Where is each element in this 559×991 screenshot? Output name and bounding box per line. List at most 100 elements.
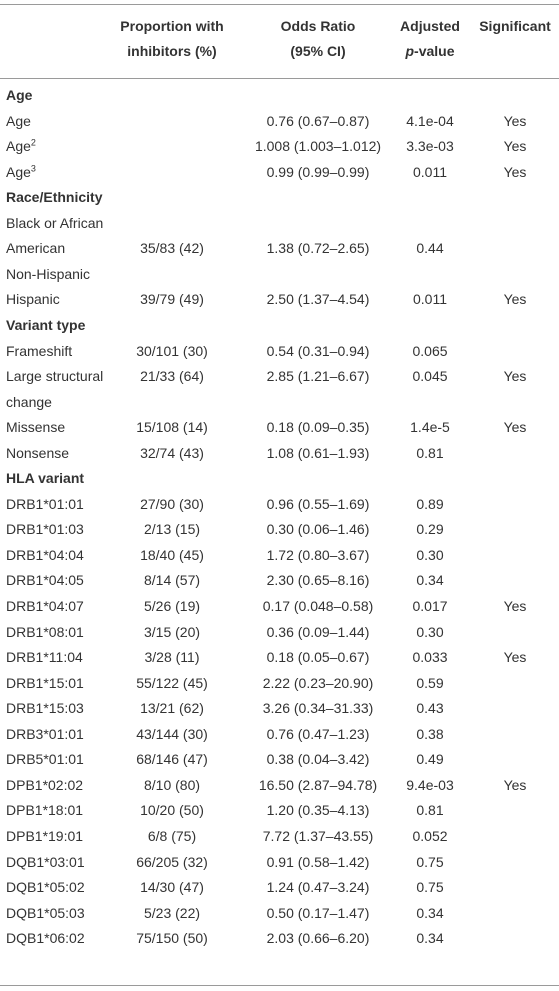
- superscript: 2: [30, 137, 36, 148]
- cell-prop: 18/40 (45): [140, 546, 204, 563]
- header-line: Proportion with: [97, 14, 247, 39]
- cell-p: 1.4e-5: [410, 419, 450, 436]
- cell-sig: Yes: [503, 649, 527, 666]
- label-text: DRB1*04:07: [6, 598, 84, 614]
- row-label: DRB3*01:01: [6, 725, 84, 743]
- header-text: Proportion with: [120, 18, 224, 34]
- cell-p: 0.30: [416, 546, 444, 563]
- cell-p: 0.011: [413, 291, 447, 308]
- cell-p: 0.017: [412, 598, 448, 614]
- row-label: DRB1*15:03: [6, 699, 84, 717]
- label-text: DRB1*01:01: [6, 495, 84, 512]
- cell-prop: 15/108 (14): [136, 419, 208, 436]
- header-text: (95% CI): [290, 43, 346, 59]
- label-text: DQB1*05:02: [6, 879, 85, 896]
- row-label: DPB1*02:02: [6, 776, 83, 794]
- cell-or: 0.50 (0.17–1.47): [266, 904, 370, 921]
- cell-or: 2.85 (1.21–6.67): [266, 368, 370, 385]
- cell-p: 0.81: [416, 802, 444, 819]
- label-text: DRB1*11:04: [6, 649, 83, 666]
- row-label: change: [6, 393, 52, 411]
- cell-sig: Yes: [503, 598, 527, 614]
- cell-p: 0.011: [413, 163, 447, 180]
- header-text: Significant: [479, 18, 551, 34]
- cell-prop: 8/10 (80): [143, 776, 201, 793]
- label-text: DRB1*08:01: [6, 623, 84, 640]
- cell-prop: 55/122 (45): [136, 674, 208, 691]
- cell-p: 0.43: [416, 700, 444, 717]
- cell-p: 0.44: [416, 240, 444, 257]
- cell-or: 0.30 (0.06–1.46): [266, 521, 370, 538]
- cell-prop: 13/21 (62): [140, 700, 204, 717]
- cell-prop: 27/90 (30): [140, 495, 204, 512]
- row-label: Black or African: [6, 214, 103, 232]
- row-label: Hispanic: [6, 290, 60, 308]
- section-header: HLA variant: [6, 470, 85, 487]
- row-label: Nonsense: [6, 444, 69, 462]
- cell-prop: 6/8 (75): [147, 827, 197, 844]
- row-label: DQB1*06:02: [6, 929, 85, 947]
- label-text: Black or African: [6, 214, 104, 231]
- cell-p: 0.38: [416, 725, 444, 742]
- header-text: Adjusted: [400, 18, 460, 34]
- cell-or: 1.72 (0.80–3.67): [266, 546, 370, 563]
- label-text: American: [6, 240, 66, 257]
- row-label: DRB1*04:04: [6, 546, 84, 564]
- cell-prop: 39/79 (49): [140, 291, 204, 308]
- header-text: inhibitors (%): [127, 43, 217, 59]
- label-text: DQB1*03:01: [6, 853, 85, 870]
- cell-sig: Yes: [503, 291, 527, 308]
- row-label: DQB1*03:01: [6, 853, 85, 871]
- cell-sig: Yes: [503, 368, 527, 385]
- cell-or: 0.36 (0.09–1.44): [266, 623, 370, 640]
- label-text: Missense: [6, 419, 66, 436]
- cell-or: 1.20 (0.35–4.13): [266, 802, 370, 819]
- cell-p: 0.89: [416, 495, 444, 512]
- cell-p: 0.81: [416, 444, 444, 461]
- label-text: Non-Hispanic: [6, 265, 91, 282]
- label-text: DRB1*04:05: [6, 572, 84, 589]
- cell-p: 0.30: [416, 623, 444, 640]
- cell-or: 0.76 (0.67–0.87): [266, 112, 370, 129]
- label-text: Hispanic: [6, 291, 60, 308]
- cell-p: 0.34: [416, 904, 444, 921]
- cell-prop: 2/13 (15): [143, 521, 201, 538]
- label-text: Nonsense: [6, 444, 70, 461]
- header-line: p-value: [355, 39, 505, 64]
- label-text: DRB1*04:04: [6, 546, 84, 563]
- header-text: Odds Ratio: [280, 18, 356, 34]
- header-line: Significant: [440, 14, 559, 39]
- row-label: DRB1*04:07: [6, 597, 84, 615]
- row-label: Age3: [6, 163, 36, 181]
- label-text: DRB1*15:03: [6, 700, 84, 717]
- cell-or: 16.50 (2.87–94.78): [258, 776, 378, 793]
- label-text: DRB5*01:01: [6, 751, 84, 768]
- cell-prop: 21/33 (64): [140, 368, 204, 385]
- header-cell: Odds Ratio (95% CI): [243, 14, 393, 64]
- header-rule: [0, 78, 559, 79]
- label-text: DRB1*01:03: [6, 521, 84, 538]
- row-label: Large structural: [6, 367, 103, 385]
- cell-or: 0.99 (0.99–0.99): [266, 163, 370, 180]
- label-text: Large structural: [6, 368, 104, 385]
- header-line: Odds Ratio: [243, 14, 393, 39]
- cell-sig: Yes: [503, 112, 527, 129]
- cell-prop: 32/74 (43): [140, 444, 204, 461]
- cell-or: 3.26 (0.34–31.33): [262, 700, 374, 717]
- cell-prop: 8/14 (57): [143, 572, 201, 589]
- cell-or: 0.96 (0.55–1.69): [266, 495, 370, 512]
- row-label: DRB1*01:03: [6, 520, 84, 538]
- header-cell: Adjusted p-value: [355, 14, 505, 64]
- cell-or: 1.38 (0.72–2.65): [266, 240, 370, 257]
- cell-sig: Yes: [503, 776, 527, 793]
- cell-or: 2.22 (0.23–20.90): [262, 674, 374, 691]
- cell-prop: 43/144 (30): [136, 725, 208, 742]
- cell-or: 0.17 (0.048–0.58): [262, 598, 374, 614]
- header-cell: Proportion with inhibitors (%): [97, 14, 247, 64]
- label-text: Age: [6, 163, 31, 180]
- section-header: Variant type: [6, 316, 86, 333]
- row-label: American: [6, 239, 65, 257]
- cell-or: 0.76 (0.47–1.23): [266, 725, 370, 742]
- cell-prop: 68/146 (47): [136, 751, 208, 768]
